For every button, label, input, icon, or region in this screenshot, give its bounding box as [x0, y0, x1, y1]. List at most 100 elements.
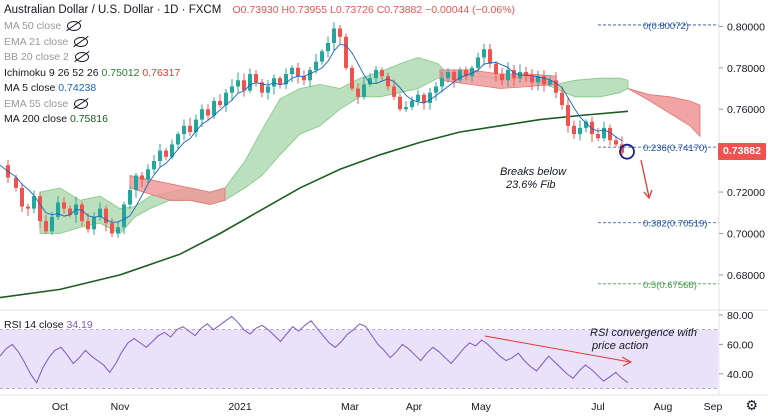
candle-body — [524, 71, 528, 77]
eye-off-icon[interactable] — [74, 98, 89, 109]
time-tick-label: 2021 — [228, 401, 252, 413]
candle-body — [308, 69, 312, 81]
time-tick-label: Oct — [52, 401, 68, 413]
legend-label: EMA 21 close — [4, 35, 69, 48]
candle-body — [92, 216, 96, 230]
legend-row[interactable]: BB 20 close 2 — [4, 51, 89, 63]
down-arrow-shaft — [640, 159, 650, 198]
candle-body — [38, 196, 42, 222]
candle-body — [212, 100, 216, 116]
candle-body — [410, 100, 414, 108]
candle-body — [350, 67, 354, 89]
candle-body — [386, 76, 390, 87]
candle-body — [374, 69, 378, 79]
fib-level-label: 0(0.80072) — [643, 21, 689, 32]
fib-level-label: 0.5(0.67568) — [643, 280, 697, 291]
symbol-title[interactable]: Australian Dollar / U.S. Dollar · 1D · F… — [4, 4, 222, 16]
time-tick-label: Nov — [111, 401, 130, 413]
time-tick-label: Aug — [654, 401, 673, 413]
candle-body — [368, 78, 372, 85]
time-tick-label: Apr — [406, 401, 423, 413]
candle-body — [356, 88, 360, 97]
rsi-band — [0, 329, 718, 389]
candle-body — [554, 80, 558, 93]
candle-body — [290, 67, 294, 75]
candle-body — [254, 74, 258, 83]
eye-off-icon[interactable] — [74, 52, 89, 63]
legend-row[interactable]: EMA 55 close — [4, 97, 89, 110]
candle-body — [158, 150, 162, 161]
candle-body — [344, 36, 348, 68]
candle-body — [320, 51, 324, 62]
price-tick-label: 0.72000 — [727, 187, 765, 199]
candle-body — [248, 74, 252, 91]
time-tick-label: May — [471, 401, 492, 413]
ichimoku-cloud-bearish — [129, 175, 226, 205]
gear-icon[interactable]: ⚙ — [745, 397, 758, 413]
candle-body — [428, 92, 432, 104]
candle-body — [476, 57, 480, 68]
candle-body — [452, 71, 456, 81]
candle-body — [44, 221, 48, 232]
candle-body — [434, 86, 438, 93]
legend-row[interactable]: EMA 21 close — [4, 35, 89, 48]
rsi-tick-label: 80.00 — [727, 310, 753, 322]
eye-off-icon[interactable] — [74, 36, 89, 47]
price-tick-label: 0.80000 — [727, 21, 765, 33]
candle-body — [512, 69, 516, 79]
legend-value: 0.75012 — [98, 66, 140, 79]
legend-value: 0.74238 — [55, 82, 97, 94]
candle-body — [26, 206, 30, 209]
ma5-line — [0, 43, 623, 223]
candle-body — [314, 61, 318, 70]
eye-off-icon[interactable] — [67, 21, 82, 32]
candle-body — [398, 96, 402, 110]
breaks-note-line2: 23.6% Fib — [505, 179, 556, 191]
fib-level-label: 0.236(0.74170) — [643, 143, 707, 154]
candle-body — [608, 127, 612, 141]
price-tick-label: 0.78000 — [727, 63, 765, 75]
candle-body — [362, 84, 366, 97]
legend-row[interactable]: MA 5 close 0.74238 — [4, 82, 96, 94]
price-tick-label: 0.76000 — [727, 104, 765, 116]
legend-label: MA 50 close — [4, 20, 62, 32]
candle-body — [326, 42, 330, 52]
rsi-note-line1: RSI convergence with — [590, 327, 697, 339]
candle-body — [596, 134, 600, 139]
candle-body — [278, 78, 282, 85]
fib-level-label: 0.382(0.70519) — [643, 219, 707, 230]
candle-body — [20, 187, 24, 207]
rsi-note-line2: price action — [591, 340, 648, 352]
rsi-trend-line — [484, 335, 631, 363]
candle-body — [218, 100, 222, 106]
candle-body — [380, 69, 384, 77]
candle-body — [236, 80, 240, 87]
candle-body — [458, 69, 462, 81]
candle-body — [266, 86, 270, 93]
rsi-legend: RSI 14 close 34.19 — [4, 319, 93, 331]
rsi-line — [0, 315, 629, 384]
candle-body — [338, 28, 342, 37]
legend-label: EMA 55 close — [4, 97, 69, 110]
legend-row[interactable]: MA 200 close 0.75816 — [4, 113, 108, 125]
candle-body — [206, 109, 210, 116]
candle-body — [86, 221, 90, 230]
legend-row[interactable]: Ichimoku 9 26 52 26 0.75012 0.76317 — [4, 67, 180, 79]
annotations: Breaks below 23.6% Fib RSI convergence w… — [500, 166, 697, 352]
rsi-legend-value: 34.19 — [66, 319, 92, 331]
candle-body — [98, 208, 102, 217]
breaks-note-line1: Breaks below — [500, 166, 567, 178]
candle-body — [134, 175, 138, 190]
legend-label: BB 20 close 2 — [4, 51, 69, 63]
candle-body — [614, 140, 618, 145]
candle-body — [560, 92, 564, 106]
candle-body — [230, 86, 234, 93]
legend-row[interactable]: MA 50 close — [4, 20, 82, 32]
candle-body — [14, 177, 18, 188]
legend-value: 0.75816 — [67, 113, 108, 125]
legend-value-2: 0.76317 — [139, 66, 181, 79]
candle-body — [584, 121, 588, 128]
last-price-tag: 0.73882 — [718, 143, 766, 160]
candle-body — [296, 67, 300, 77]
candle-body — [32, 196, 36, 209]
